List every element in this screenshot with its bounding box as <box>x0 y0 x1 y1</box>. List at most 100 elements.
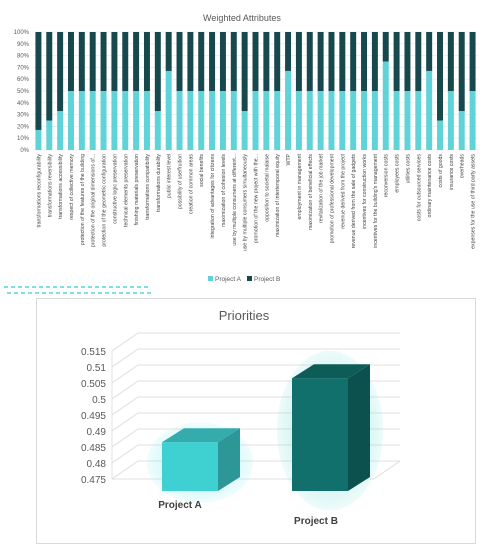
x-tick-label: constructive logic preservation <box>112 154 118 224</box>
bar-segment-project-b <box>437 32 443 121</box>
bar-segment-project-a <box>361 91 368 150</box>
bar-segment-project-a <box>263 91 270 150</box>
bar-segment-project-b <box>209 32 216 91</box>
x-tick-label: maximization of intertemporal equity <box>275 154 281 237</box>
y-tick-label: 0.485 <box>81 443 106 454</box>
bar-segment-project-a <box>122 91 129 150</box>
dash <box>119 292 123 294</box>
bar-segment-project-a <box>78 91 85 150</box>
bar-segment-project-a <box>285 70 292 150</box>
bar-segment-project-b <box>371 32 378 91</box>
bar-project-a <box>162 442 218 491</box>
x-tick-label: promotion of professional development <box>329 153 335 243</box>
bar-segment-project-b <box>89 32 96 91</box>
bar-segment-project-a <box>252 91 259 150</box>
y-tick-label: 0.495 <box>81 411 106 422</box>
legend-label-project-b: Project B <box>254 276 280 283</box>
legend-swatch-project-b <box>247 276 252 281</box>
bar-segment-project-a <box>437 120 443 150</box>
bar-segment-project-b <box>219 32 226 91</box>
bar-segment-project-b <box>469 32 476 91</box>
x-tick-label: Project B <box>294 516 338 527</box>
decorative-dashes <box>4 286 151 294</box>
bar-project-b <box>292 378 348 491</box>
dash <box>11 286 15 288</box>
dash <box>4 286 8 288</box>
bar-segment-project-b <box>35 32 42 130</box>
bars <box>146 350 384 511</box>
dash <box>32 286 36 288</box>
y-tick-label: 0.48 <box>87 459 107 470</box>
bar-segment-project-a <box>241 111 248 150</box>
dash <box>77 292 81 294</box>
dash <box>91 292 95 294</box>
dash <box>133 292 137 294</box>
priorities-chart-frame <box>36 298 476 544</box>
dash <box>137 286 141 288</box>
bar-segment-project-a <box>371 91 378 150</box>
dash <box>49 292 53 294</box>
bar-segment-project-a <box>68 91 74 150</box>
dash <box>140 292 144 294</box>
bar-segment-project-b <box>111 32 118 91</box>
bar-segment-project-a <box>458 111 465 150</box>
bar-segment-project-b <box>57 32 64 112</box>
bars <box>35 32 476 150</box>
legend: Project A Project B <box>208 276 280 283</box>
x-tick-label: reconversion costs <box>384 154 390 198</box>
x-tick-label: employment in management <box>297 153 303 219</box>
bar-segment-project-a <box>35 129 42 150</box>
bar-segment-project-a <box>328 91 335 150</box>
bar-segment-project-a <box>350 91 357 150</box>
bar-segment-project-a <box>165 70 172 150</box>
x-tick-label: revitalization of the job market <box>319 153 325 222</box>
bar-segment-project-a <box>100 91 107 150</box>
dash <box>95 286 99 288</box>
dash <box>53 286 57 288</box>
x-tick-label: costs for outsourced services <box>416 154 422 222</box>
x-tick-label: protection of the features of the buildi… <box>80 154 86 245</box>
bar-segment-project-b <box>415 32 422 91</box>
bar-segment-project-a <box>230 91 237 150</box>
bar-segment-project-b <box>100 32 107 91</box>
x-tick-label: incentives for the building's management <box>373 153 379 247</box>
bar-segment-project-a <box>133 91 140 150</box>
bar-segment-project-b <box>285 32 292 71</box>
x-tick-label: maximization of cohesion levels <box>221 154 227 227</box>
x-tick-label: opposition to societal malaise <box>264 154 270 222</box>
bar-segment-project-a <box>209 91 216 150</box>
dash <box>98 292 102 294</box>
chart-title: Priorities <box>219 308 270 323</box>
dash <box>21 292 25 294</box>
bar-segment-project-a <box>219 91 226 150</box>
bar-segment-project-a <box>111 91 118 150</box>
dash <box>130 286 134 288</box>
x-tick-label: respect of collective memory <box>69 154 75 220</box>
bar-segment-project-a <box>393 91 400 150</box>
x-tick-label: revenue derived from the sale of gadgets <box>351 154 357 249</box>
bar-segment-project-b <box>328 32 335 91</box>
y-tick-label: 80% <box>17 54 30 60</box>
y-tick-label: 0.475 <box>81 475 106 486</box>
x-axis: transformations reconfigurability transfo… <box>36 153 476 251</box>
y-tick-label: 0.505 <box>81 379 106 390</box>
bar-segment-project-a <box>176 91 183 150</box>
y-tick-label: 0.5 <box>92 395 106 406</box>
bar-segment-project-b <box>339 32 346 91</box>
bar-top <box>292 364 370 379</box>
bar-segment-project-b <box>447 32 454 91</box>
gridline <box>111 348 400 368</box>
y-tick-label: 70% <box>17 65 30 71</box>
bar-segment-project-b <box>404 32 411 91</box>
dash <box>25 286 29 288</box>
bar-segment-project-a <box>295 91 302 150</box>
dash <box>109 286 113 288</box>
dash <box>14 292 18 294</box>
x-tick-label: transformations compatibility <box>145 154 151 220</box>
bar-segment-project-b <box>317 32 324 91</box>
x-tick-label: incentives for construction works <box>362 154 368 229</box>
dash <box>42 292 46 294</box>
bar-segment-project-a <box>89 91 96 150</box>
x-tick-label: costs of goods <box>438 154 444 188</box>
y-tick-label: 40% <box>17 101 30 107</box>
